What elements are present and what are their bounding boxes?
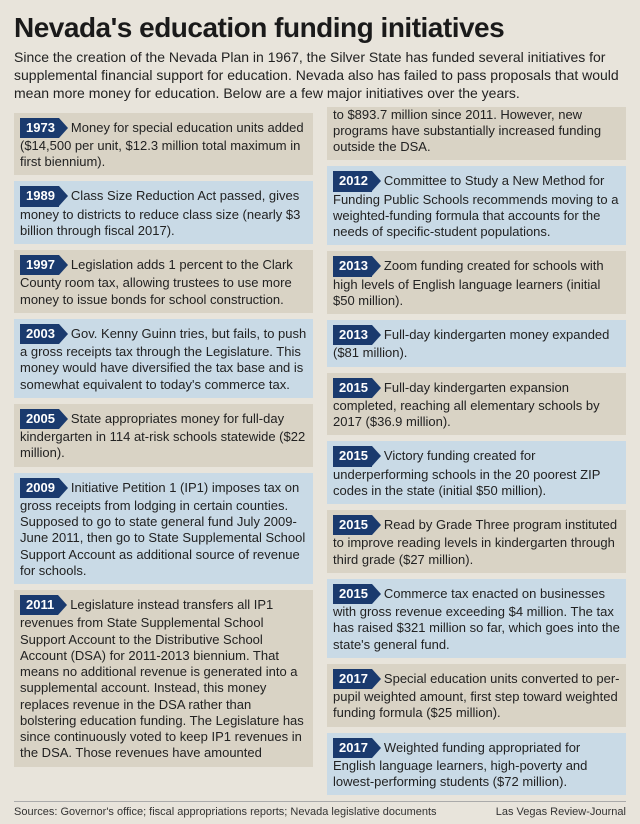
timeline-entry: 2015Read by Grade Three program institut… bbox=[327, 510, 626, 573]
credit-text: Las Vegas Review-Journal bbox=[496, 806, 626, 818]
year-tag: 2013 bbox=[333, 256, 372, 276]
headline: Nevada's education funding initiatives bbox=[14, 12, 626, 44]
timeline-entry: 2015Full-day kindergarten expansion comp… bbox=[327, 373, 626, 436]
year-tag: 1997 bbox=[20, 255, 59, 275]
timeline-entry: 2015Victory funding created for underper… bbox=[327, 441, 626, 504]
timeline-entry: 2013Zoom funding created for schools wit… bbox=[327, 251, 626, 314]
year-tag: 2009 bbox=[20, 478, 59, 498]
year-tag: 2012 bbox=[333, 171, 372, 191]
year-tag: 1973 bbox=[20, 118, 59, 138]
timeline-entry: 2011Legislature instead transfers all IP… bbox=[14, 590, 313, 767]
entry-text: Legislature instead transfers all IP1 re… bbox=[20, 597, 304, 760]
timeline-entry: 2015Commerce tax enacted on businesses w… bbox=[327, 579, 626, 658]
year-tag: 2017 bbox=[333, 669, 372, 689]
timeline-entry: 2013Full-day kindergarten money expanded… bbox=[327, 320, 626, 367]
timeline-entry: 2012Committee to Study a New Method for … bbox=[327, 166, 626, 245]
left-column: 1973Money for special education units ad… bbox=[14, 113, 313, 802]
right-column: to $893.7 million since 2011. However, n… bbox=[327, 113, 626, 802]
intro-text: Since the creation of the Nevada Plan in… bbox=[14, 48, 626, 103]
year-tag: 2015 bbox=[333, 515, 372, 535]
timeline-entry: 2017Weighted funding appropriated for En… bbox=[327, 733, 626, 796]
year-tag: 2013 bbox=[333, 325, 372, 345]
entry-text: to $893.7 million since 2011. However, n… bbox=[333, 107, 601, 155]
timeline-entry: 1997Legislation adds 1 percent to the Cl… bbox=[14, 250, 313, 313]
timeline-columns: 1973Money for special education units ad… bbox=[14, 113, 626, 802]
year-tag: 2005 bbox=[20, 409, 59, 429]
year-tag: 2015 bbox=[333, 584, 372, 604]
timeline-entry: 2009Initiative Petition 1 (IP1) imposes … bbox=[14, 473, 313, 585]
year-tag: 2015 bbox=[333, 446, 372, 466]
year-tag: 2011 bbox=[20, 595, 58, 615]
timeline-entry: to $893.7 million since 2011. However, n… bbox=[327, 107, 626, 161]
timeline-entry: 2003Gov. Kenny Guinn tries, but fails, t… bbox=[14, 319, 313, 398]
timeline-entry: 1973Money for special education units ad… bbox=[14, 113, 313, 176]
timeline-entry: 1989Class Size Reduction Act passed, giv… bbox=[14, 181, 313, 244]
timeline-entry: 2005State appropriates money for full-da… bbox=[14, 404, 313, 467]
footer: Sources: Governor's office; fiscal appro… bbox=[14, 801, 626, 818]
year-tag: 1989 bbox=[20, 186, 59, 206]
year-tag: 2017 bbox=[333, 738, 372, 758]
timeline-entry: 2017Special education units converted to… bbox=[327, 664, 626, 727]
year-tag: 2015 bbox=[333, 378, 372, 398]
year-tag: 2003 bbox=[20, 324, 59, 344]
sources-text: Sources: Governor's office; fiscal appro… bbox=[14, 806, 437, 818]
